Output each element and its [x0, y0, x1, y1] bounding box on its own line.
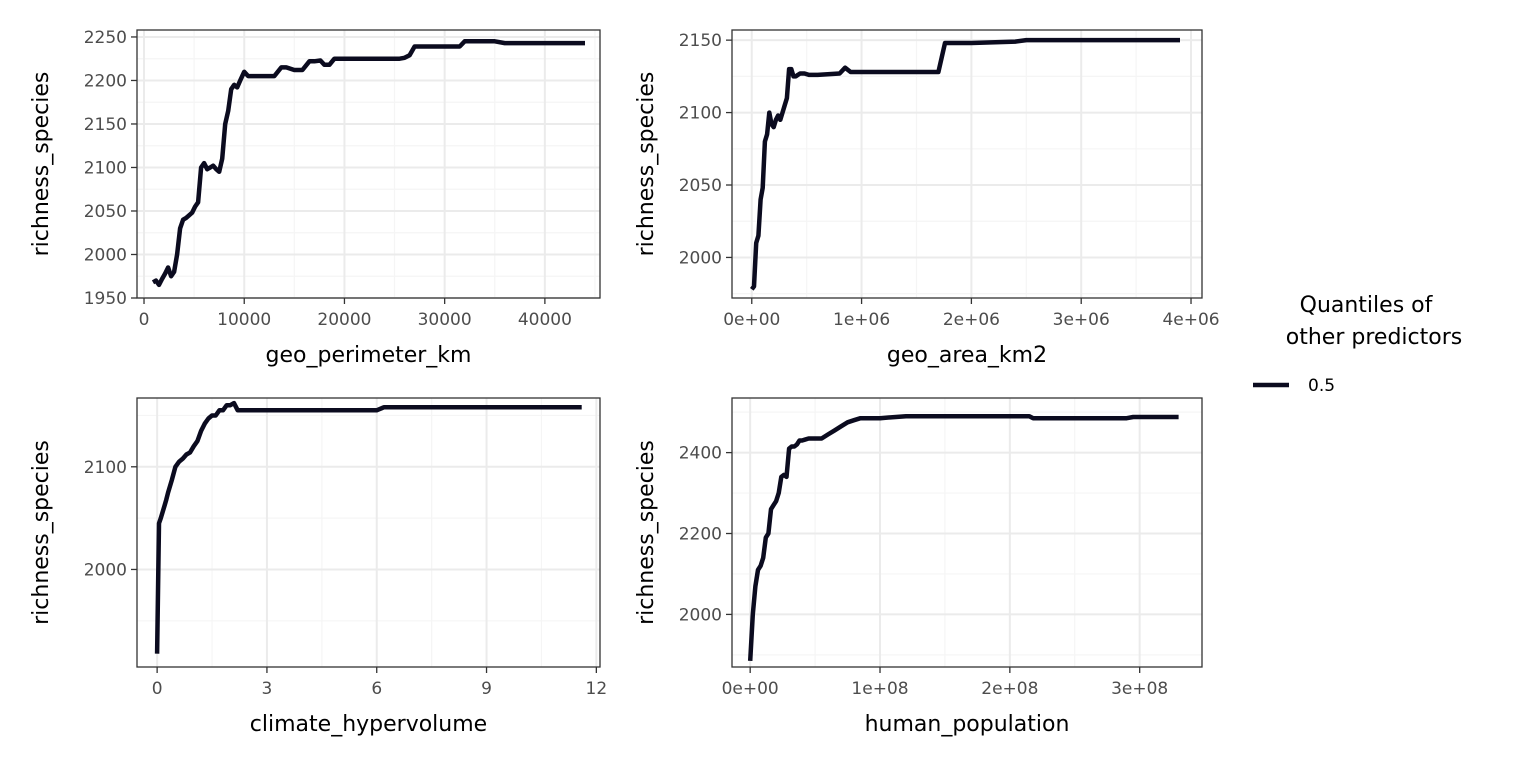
climate-hypervolume-y-tick-label: 2000 [84, 560, 127, 580]
human-population-y-tick-label: 2200 [679, 525, 722, 545]
geo-area-x-tick-label: 0e+00 [723, 310, 780, 330]
geo-area-x-axis-title: geo_area_km2 [887, 343, 1047, 368]
human-population-x-axis-title: human_population [865, 712, 1070, 737]
climate-hypervolume-x-axis-title: climate_hypervolume [250, 712, 487, 737]
geo-area-y-tick-label: 2100 [679, 104, 722, 124]
legend-title-line2: other predictors [1286, 325, 1462, 350]
geo-perimeter-y-tick-label: 2200 [84, 71, 127, 91]
geo-perimeter-panel-border [136, 29, 601, 299]
geo-perimeter-x-axis-title: geo_perimeter_km [266, 343, 472, 368]
geo-perimeter-x-tick-label: 30000 [418, 310, 472, 330]
climate-hypervolume-x-tick-label: 12 [586, 679, 608, 699]
human-population-y-tick-label: 2400 [679, 444, 722, 464]
geo-area-x-tick-label: 3e+06 [1053, 310, 1110, 330]
geo-perimeter-y-tick-label: 2150 [84, 115, 127, 135]
climate-hypervolume-series-line [154, 400, 582, 654]
geo-area-series-line [750, 37, 1180, 291]
panel-geo-area: 0e+00 1e+06 2e+06 3e+06 4e+06 2000 2050 2100 215… [634, 29, 1220, 368]
panel-climate-hypervolume: 0 3 6 9 12 2000 2100 climate_hypervolume richnes… [29, 397, 608, 737]
panel-geo-perimeter: 0 10000 20000 30000 40000 1950 2000 2050 2100 215… [29, 28, 601, 368]
legend-label: 0.5 [1308, 376, 1335, 396]
climate-hypervolume-x-tick-label: 3 [262, 679, 273, 699]
geo-perimeter-y-tick-label: 2000 [84, 245, 127, 265]
geo-perimeter-x-tick-label: 20000 [317, 310, 371, 330]
climate-hypervolume-panel-border [136, 397, 601, 668]
geo-perimeter-y-axis-title: richness_species [29, 72, 54, 257]
human-population-x-tick-label: 1e+08 [851, 679, 908, 699]
geo-perimeter-y-tick-label: 2050 [84, 202, 127, 222]
geo-perimeter-y-tick-label: 2100 [84, 158, 127, 178]
climate-hypervolume-x-tick-label: 0 [152, 679, 163, 699]
geo-perimeter-series-line [151, 39, 585, 288]
geo-area-panel-border [731, 29, 1203, 299]
geo-perimeter-x-tick-label: 10000 [217, 310, 271, 330]
human-population-x-tick-label: 2e+08 [981, 679, 1038, 699]
geo-area-x-tick-label: 1e+06 [833, 310, 890, 330]
geo-area-y-tick-label: 2150 [679, 31, 722, 51]
geo-perimeter-x-tick-label: 40000 [518, 310, 572, 330]
geo-area-x-tick-label: 2e+06 [943, 310, 1000, 330]
human-population-y-tick-label: 2000 [679, 605, 722, 625]
geo-area-x-tick-label: 4e+06 [1162, 310, 1219, 330]
climate-hypervolume-x-tick-label: 9 [481, 679, 492, 699]
geo-area-y-tick-label: 2050 [679, 176, 722, 196]
legend-title-line1: Quantiles of [1300, 293, 1434, 318]
geo-area-y-axis-title: richness_species [634, 72, 659, 257]
human-population-panel-border [731, 397, 1203, 668]
human-population-x-tick-label: 0e+00 [722, 679, 779, 699]
human-population-y-axis-title: richness_species [634, 440, 659, 625]
geo-perimeter-x-tick-label: 0 [139, 310, 150, 330]
climate-hypervolume-y-tick-label: 2100 [84, 458, 127, 478]
climate-hypervolume-x-tick-label: 6 [371, 679, 382, 699]
geo-perimeter-y-tick-label: 2250 [84, 28, 127, 48]
geo-perimeter-y-tick-label: 1950 [84, 289, 127, 309]
geo-area-y-tick-label: 2000 [679, 248, 722, 268]
human-population-x-tick-label: 3e+08 [1111, 679, 1168, 699]
human-population-series-line [747, 413, 1179, 662]
climate-hypervolume-y-axis-title: richness_species [29, 440, 54, 625]
legend: Quantiles of other predictors 0.5 [1253, 293, 1462, 396]
panel-human-population: 0e+00 1e+08 2e+08 3e+08 2000 2200 2400 human_po… [634, 397, 1203, 737]
